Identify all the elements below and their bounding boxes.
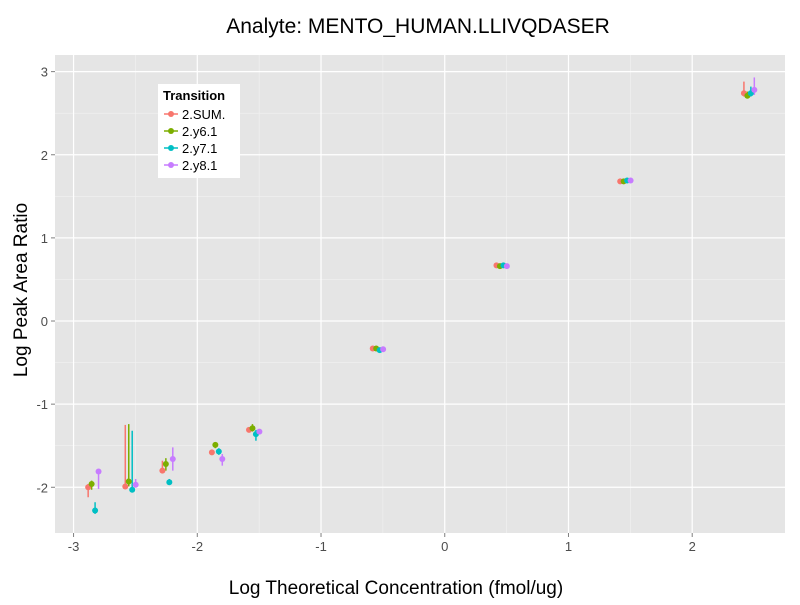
data-point [122, 483, 129, 490]
data-point [208, 449, 215, 456]
legend-key-point [168, 145, 174, 151]
x-axis-ticks: -3 -2 -1 0 1 2 [68, 533, 696, 554]
data-point [92, 507, 99, 514]
data-point [256, 428, 263, 435]
x-tick-label: 1 [565, 539, 572, 554]
data-point [627, 177, 634, 184]
data-point [380, 346, 387, 353]
y-tick-label: 1 [41, 231, 48, 246]
x-tick-label: 2 [689, 539, 696, 554]
x-axis-title: Log Theoretical Concentration (fmol/ug) [229, 578, 563, 599]
legend-items: 2.SUM. 2.y6.1 2.y7.1 2.y8.1 [164, 107, 225, 173]
legend-key-point [168, 111, 174, 117]
legend-key-point [168, 162, 174, 168]
legend-label: 2.y7.1 [182, 141, 217, 156]
legend-key-point [168, 128, 174, 134]
data-point [132, 481, 139, 488]
y-axis-title: Log Peak Area Ratio [11, 203, 32, 377]
legend-label: 2.y6.1 [182, 124, 217, 139]
data-point [249, 425, 256, 432]
data-point [166, 479, 173, 486]
data-point [129, 486, 136, 493]
minor-gridlines [55, 55, 785, 533]
y-tick-label: 0 [41, 314, 48, 329]
legend-title: Transition [163, 88, 225, 103]
data-point [503, 263, 510, 270]
data-point [751, 86, 758, 93]
data-point [215, 448, 222, 455]
y-tick-label: -2 [36, 480, 48, 495]
data-point [95, 468, 102, 475]
x-tick-label: -1 [315, 539, 327, 554]
data-points [85, 86, 758, 514]
data-point [219, 456, 226, 463]
data-point [159, 467, 166, 474]
legend-label: 2.SUM. [182, 107, 225, 122]
legend: Transition 2.SUM. 2.y6.1 2.y7.1 2.y8.1 [158, 84, 240, 178]
data-point [169, 456, 176, 463]
chart-title: Analyte: MENTO_HUMAN.LLIVQDASER [226, 15, 610, 38]
data-point [125, 478, 132, 485]
y-tick-label: 2 [41, 148, 48, 163]
x-tick-label: 0 [441, 539, 448, 554]
legend-label: 2.y8.1 [182, 158, 217, 173]
x-tick-label: -3 [68, 539, 80, 554]
data-point [162, 461, 169, 468]
x-tick-label: -2 [192, 539, 204, 554]
data-point [88, 480, 95, 487]
y-tick-label: -1 [36, 397, 48, 412]
data-point [212, 441, 219, 448]
y-tick-label: 3 [41, 65, 48, 80]
y-axis-ticks: -2 -1 0 1 2 3 [36, 65, 55, 495]
